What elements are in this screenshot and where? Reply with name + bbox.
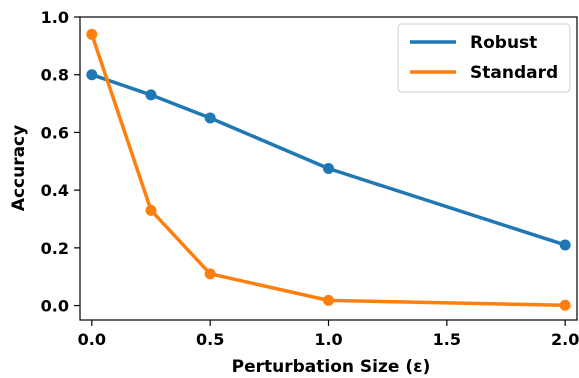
x-tick-label: 2.0 [551, 330, 579, 349]
y-axis-label: Accuracy [9, 125, 29, 211]
data-point-standard [86, 28, 98, 40]
data-point-robust [86, 69, 98, 81]
y-tick-label: 0.4 [41, 181, 69, 200]
data-point-robust [145, 89, 157, 101]
legend-label-robust: Robust [470, 33, 537, 53]
y-tick-label: 0.2 [41, 239, 69, 258]
x-tick-label: 1.5 [433, 330, 461, 349]
x-tick-label: 1.0 [314, 330, 342, 349]
legend-label-standard: Standard [470, 63, 558, 83]
y-tick-label: 0.6 [41, 123, 69, 142]
y-tick-label: 0.0 [41, 297, 69, 316]
x-tick-label: 0.0 [78, 330, 106, 349]
y-axis-ticks: 0.0 0.2 0.4 0.6 0.8 1.0 [41, 8, 80, 316]
data-point-robust [204, 112, 216, 124]
data-point-standard [145, 204, 157, 216]
x-tick-label: 0.5 [196, 330, 224, 349]
data-point-standard [204, 268, 216, 280]
y-tick-label: 0.8 [41, 66, 69, 85]
x-axis-label: Perturbation Size (ε) [232, 357, 431, 377]
data-point-robust [323, 163, 334, 174]
series-line-robust [91, 73, 566, 247]
x-axis-ticks: 0.0 0.5 1.0 1.5 2.0 [78, 320, 579, 349]
data-point-standard [559, 299, 571, 311]
data-point-standard [323, 294, 334, 306]
legend: Robust Standard [397, 23, 571, 93]
series-points [86, 28, 571, 311]
data-point-robust [559, 239, 571, 251]
y-tick-label: 1.0 [41, 8, 69, 27]
